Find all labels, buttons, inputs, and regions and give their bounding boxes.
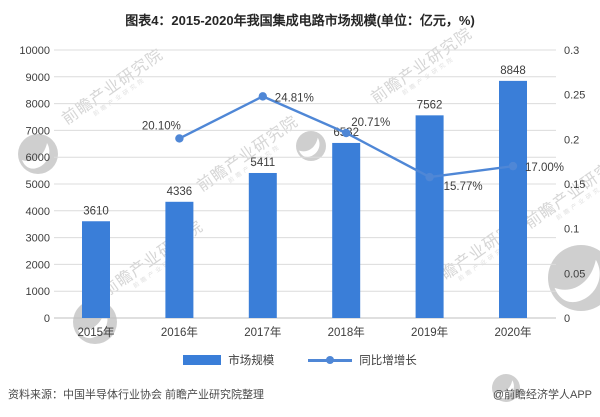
y-left-tick-label: 6000 [26, 152, 50, 164]
credit-text: @前瞻经济学人APP [492, 389, 592, 401]
growth-value-label: 17.00% [525, 162, 564, 174]
y-right-tick-label: 0.1 [564, 224, 579, 236]
y-right-tick-label: 0.05 [564, 268, 585, 280]
growth-marker [508, 161, 518, 171]
growth-marker [175, 134, 184, 143]
line-swatch-icon [308, 355, 353, 365]
chart-canvas: 0 1000 2000 3000 4000 5000 6000 7000 8000 9000 100… [19, 45, 585, 339]
chart-title: 图表4：2015-2020年我国集成电路市场规模(单位：亿元，%) [125, 13, 475, 28]
data-source-text: 资料来源：中国半导体行业协会 前瞻产业研究院整理 [8, 389, 265, 401]
y-right-tick-label: 0.2 [564, 134, 579, 146]
bar-value-label: 3610 [83, 205, 109, 217]
growth-value-label: 24.81% [275, 92, 314, 104]
legend-item-yoy-growth: 同比增增长 [308, 352, 417, 368]
y-right-tick-label: 0.3 [564, 45, 579, 57]
y-left-tick-label: 0 [44, 313, 50, 325]
growth-marker [342, 128, 351, 138]
bar-2016年 [165, 201, 194, 318]
y-left-tick-label: 3000 [26, 233, 50, 245]
bar-value-label: 5411 [250, 157, 275, 169]
y-left-tick-label: 4000 [26, 206, 50, 218]
legend-label-market-size: 市场规模 [228, 355, 275, 367]
y-left-tick-label: 9000 [26, 72, 50, 84]
growth-marker [258, 92, 267, 101]
x-axis-label: 2020年 [494, 325, 531, 339]
y-right-tick-label: 0.15 [564, 179, 585, 191]
y-left-tick-label: 1000 [26, 286, 50, 298]
chart-legend: 市场规模 同比增增长 [0, 349, 600, 371]
y-left-tick-label: 2000 [26, 259, 50, 271]
bar-2015年 [82, 221, 110, 318]
x-axis-label: 2015年 [77, 325, 114, 339]
y-left-tick-label: 10000 [19, 45, 50, 57]
bar-value-label: 7562 [417, 99, 443, 111]
legend-label-yoy-growth: 同比增增长 [359, 355, 417, 367]
y-right-tick-label: 0.25 [564, 90, 585, 102]
x-axis-label: 2017年 [244, 325, 281, 339]
x-axis-label: 2019年 [411, 325, 448, 339]
bar-2020年 [499, 80, 527, 318]
bar-2018年 [332, 142, 361, 318]
footer: 资料来源：中国半导体行业协会 前瞻产业研究院整理 @前瞻经济学人APP [8, 386, 592, 402]
growth-value-label: 20.71% [351, 117, 390, 129]
y-left-tick-label: 7000 [26, 125, 50, 137]
bar-value-label: 4336 [167, 186, 193, 198]
bar-value-label: 8848 [500, 65, 526, 77]
y-left-tick-label: 8000 [26, 99, 50, 111]
bar-swatch-icon [183, 355, 222, 365]
y-right-tick-label: 0 [564, 313, 570, 325]
x-axis-label: 2016年 [161, 325, 198, 339]
bar-2017年 [248, 172, 277, 318]
growth-marker [425, 172, 434, 182]
growth-value-label: 15.77% [444, 181, 483, 193]
bar-2019年 [415, 115, 444, 318]
x-axis-label: 2018年 [328, 325, 365, 339]
growth-value-label: 20.10% [142, 120, 181, 132]
y-left-tick-label: 5000 [26, 179, 50, 191]
legend-item-market-size: 市场规模 [183, 352, 274, 368]
